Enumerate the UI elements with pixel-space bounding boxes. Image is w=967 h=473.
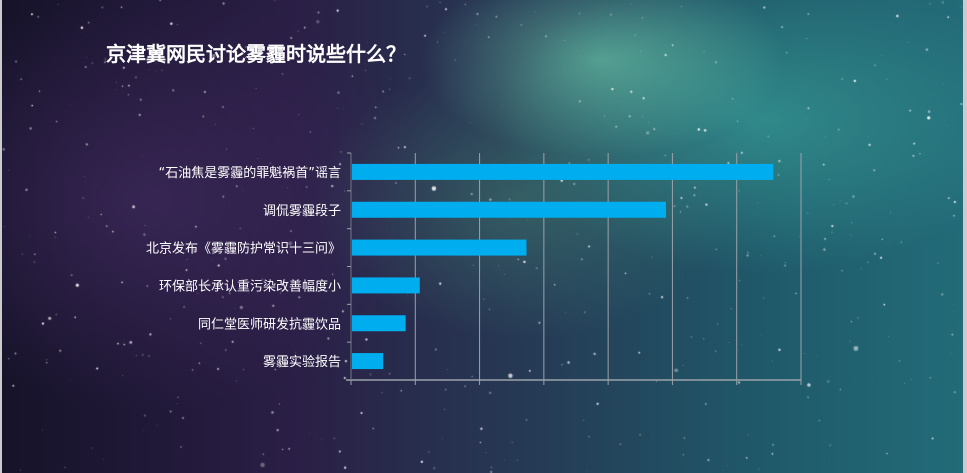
bar: [352, 201, 666, 218]
category-label: 同仁堂医师研发抗霾饮品: [198, 316, 341, 332]
bar: [352, 353, 384, 370]
category-label: 雾霾实验报告: [263, 354, 341, 370]
category-label: 环保部长承认重污染改善幅度小: [159, 278, 341, 294]
bar: [352, 277, 420, 294]
chart-title: 京津冀网民讨论雾霾时说些什么？: [106, 42, 406, 66]
bar: [352, 315, 406, 332]
category-label: “石油焦是雾霾的罪魁祸首”谣言: [159, 165, 341, 181]
bar: [352, 239, 527, 256]
category-label: 调侃雾霾段子: [263, 204, 341, 219]
bar: [352, 163, 774, 180]
category-label: 北京发布《雾霾防护常识十三问》: [146, 241, 341, 257]
